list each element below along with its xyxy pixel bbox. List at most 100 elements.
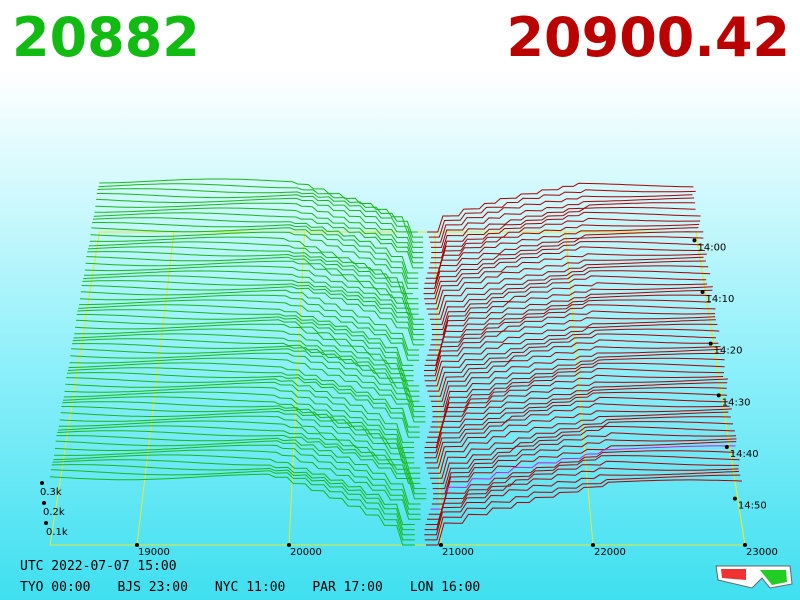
bid-depth-line bbox=[92, 222, 419, 279]
bid-depth-line bbox=[99, 178, 418, 233]
bid-depth-line bbox=[70, 352, 426, 418]
price-label: 21000 bbox=[442, 547, 474, 558]
ask-depth-line bbox=[428, 374, 724, 433]
tick-dot bbox=[724, 444, 729, 449]
ask-price: 20900.42 bbox=[506, 6, 790, 69]
ask-depth-line bbox=[425, 479, 743, 546]
ask-depth-line bbox=[431, 348, 723, 407]
bid-depth-line bbox=[93, 212, 424, 269]
ask-depth-line bbox=[424, 470, 740, 536]
tick-dot bbox=[439, 543, 443, 547]
bid-depth-line bbox=[60, 410, 421, 479]
bid-depth-line bbox=[72, 338, 420, 402]
ask-depth-line bbox=[432, 353, 724, 413]
bid-price: 20882 bbox=[12, 6, 200, 69]
ask-depth-line bbox=[424, 316, 716, 371]
bid-depth-line bbox=[68, 362, 420, 428]
ask-depth-line bbox=[426, 256, 704, 310]
ask-depth-line bbox=[424, 323, 718, 382]
bid-depth-line bbox=[73, 333, 420, 397]
bid-depth-line bbox=[66, 377, 415, 443]
bid-depth-line bbox=[80, 289, 419, 351]
ask-depth-line bbox=[423, 241, 704, 295]
ask-depth-line bbox=[428, 294, 712, 351]
city-time: BJS 23:00 bbox=[117, 580, 188, 595]
bid-depth-line bbox=[64, 386, 415, 454]
bid-depth-line bbox=[58, 420, 427, 490]
price-grid-line bbox=[288, 231, 305, 546]
ask-depth-line bbox=[425, 403, 730, 464]
bid-depth-line bbox=[96, 197, 424, 253]
bid-depth-line bbox=[83, 275, 425, 336]
ask-depth-line bbox=[432, 425, 735, 490]
bid-depth-line bbox=[53, 454, 415, 525]
bid-depth-line bbox=[50, 469, 415, 541]
ask-depth-line bbox=[430, 445, 736, 510]
ask-depth-line bbox=[424, 474, 741, 541]
tick-dot bbox=[700, 290, 705, 295]
ask-depth-line bbox=[424, 246, 706, 300]
tick-dot bbox=[716, 393, 721, 398]
bid-depth-line bbox=[79, 299, 420, 361]
bid-depth-line bbox=[54, 444, 421, 515]
ask-depth-line bbox=[429, 339, 719, 397]
ask-depth-line bbox=[425, 304, 716, 361]
utc-time: UTC 2022-07-07 15:00 bbox=[20, 559, 177, 574]
bid-depth-line bbox=[77, 309, 414, 371]
ask-depth-line bbox=[428, 450, 735, 515]
price-grid-line bbox=[136, 231, 175, 546]
tick-dot bbox=[135, 543, 139, 547]
bid-depth-line bbox=[92, 217, 419, 274]
ask-depth-line bbox=[432, 357, 725, 418]
bid-depth-line bbox=[69, 357, 426, 423]
time-label: 14:40 bbox=[730, 449, 759, 460]
ask-depth-line bbox=[431, 362, 725, 423]
time-label: 14:30 bbox=[722, 397, 751, 408]
ask-depth-line bbox=[430, 346, 721, 402]
price-label: 23000 bbox=[746, 547, 778, 558]
ask-depth-line bbox=[427, 333, 717, 392]
ask-depth-line bbox=[428, 260, 706, 315]
tick-dot bbox=[743, 543, 747, 547]
bid-depth-line bbox=[51, 464, 415, 536]
bid-depth-line bbox=[59, 415, 421, 484]
ask-depth-line bbox=[430, 211, 701, 264]
time-label: 14:50 bbox=[738, 501, 767, 512]
depth-label: 0.2k bbox=[43, 507, 65, 518]
bid-depth-line bbox=[85, 260, 425, 320]
ask-depth-line bbox=[431, 421, 734, 484]
tick-dot bbox=[591, 543, 595, 547]
ask-depth-line bbox=[426, 408, 732, 469]
bid-depth-line bbox=[56, 435, 421, 505]
ask-depth-line bbox=[433, 432, 737, 495]
bid-depth-line bbox=[81, 285, 425, 346]
ask-depth-line bbox=[429, 265, 709, 320]
ask-depth-line bbox=[424, 310, 716, 366]
city-time: LON 16:00 bbox=[409, 580, 481, 595]
bid-depth-line bbox=[90, 231, 419, 289]
depth-label: 0.3k bbox=[40, 487, 62, 498]
bid-depth-line bbox=[87, 246, 419, 305]
price-label: 20000 bbox=[290, 547, 322, 558]
tick-dot bbox=[42, 501, 46, 505]
tick-dot bbox=[732, 496, 737, 501]
time-label: 14:00 bbox=[697, 242, 726, 253]
tick-dot bbox=[692, 238, 697, 243]
bid-depth-line bbox=[76, 314, 414, 377]
price-label: 22000 bbox=[594, 547, 626, 558]
price-grid-line bbox=[565, 231, 594, 546]
time-label: 14:20 bbox=[714, 346, 743, 357]
bid-depth-line bbox=[54, 449, 421, 520]
city-time: PAR 17:00 bbox=[312, 580, 383, 595]
tick-dot bbox=[708, 341, 713, 346]
bid-depth-line bbox=[71, 343, 426, 407]
bid-depth-line bbox=[87, 251, 419, 310]
bid-depth-line bbox=[88, 241, 419, 300]
tick-dot bbox=[44, 521, 48, 525]
bid-depth-line bbox=[67, 367, 420, 433]
ask-depth-line bbox=[431, 270, 711, 325]
ask-depth-line bbox=[430, 416, 731, 479]
ask-depth-line bbox=[424, 467, 739, 531]
ask-depth-line bbox=[425, 227, 699, 279]
bid-depth-line bbox=[52, 459, 415, 531]
